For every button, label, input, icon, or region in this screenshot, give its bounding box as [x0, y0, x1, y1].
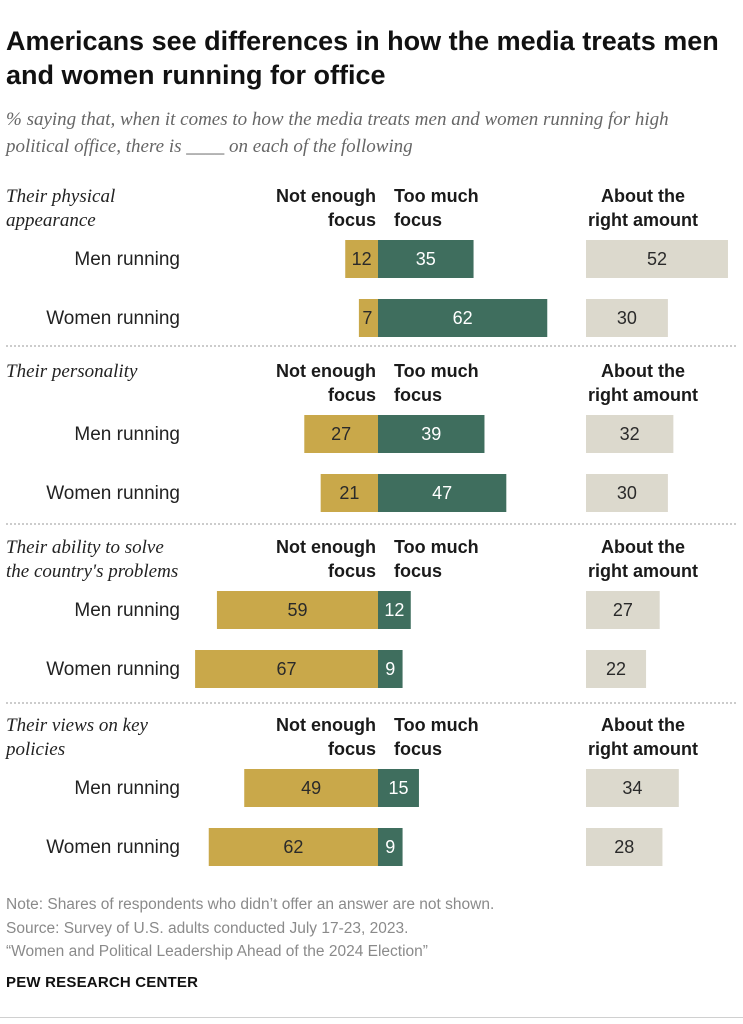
value-not-enough: 21 [339, 483, 359, 503]
bar-not-enough [208, 828, 378, 866]
row-label: Men running [74, 249, 180, 270]
row-label: Women running [46, 308, 180, 329]
value-about-right: 27 [613, 600, 633, 620]
value-too-much: 15 [388, 778, 408, 798]
bar-not-enough [304, 415, 378, 453]
value-too-much: 47 [432, 483, 452, 503]
bar-about-right [586, 474, 668, 512]
header-too-much: focus [394, 385, 442, 405]
bar-not-enough [320, 474, 378, 512]
value-about-right: 52 [647, 249, 667, 269]
value-not-enough: 7 [362, 308, 372, 328]
bar-about-right [586, 240, 728, 278]
bar-too-much [378, 474, 507, 512]
bar-about-right [586, 828, 663, 866]
bar-not-enough [358, 299, 378, 337]
value-too-much: 12 [384, 600, 404, 620]
header-about-right: About the [601, 715, 685, 735]
value-about-right: 22 [606, 659, 626, 679]
group-label: Their ability to solve [6, 537, 164, 558]
value-not-enough: 12 [352, 249, 372, 269]
bar-about-right [586, 769, 679, 807]
value-not-enough: 49 [301, 778, 321, 798]
bar-too-much [378, 828, 403, 866]
value-too-much: 35 [416, 249, 436, 269]
row-label: Women running [46, 837, 180, 858]
value-not-enough: 59 [287, 600, 307, 620]
header-too-much: focus [394, 561, 442, 581]
bar-not-enough [216, 591, 378, 629]
source-text: Source: Survey of U.S. adults conducted … [6, 919, 409, 937]
footer-logo-text: PEW RESEARCH CENTER [6, 974, 199, 991]
note-text: Note: Shares of respondents who didn’t o… [6, 896, 495, 913]
header-about-right: About the [601, 186, 685, 206]
value-too-much: 62 [453, 308, 473, 328]
header-not-enough: Not enough [276, 361, 376, 381]
group-label: Their views on key [6, 715, 149, 736]
header-too-much: Too much [394, 186, 479, 206]
value-too-much: 9 [385, 659, 395, 679]
header-too-much: Too much [394, 715, 479, 735]
value-about-right: 28 [614, 837, 634, 857]
header-not-enough: Not enough [276, 186, 376, 206]
row-label: Men running [74, 778, 180, 799]
chart-subtitle: % saying that, when it comes to how the … [6, 109, 669, 157]
bar-about-right [586, 299, 668, 337]
bar-too-much [378, 591, 411, 629]
bar-about-right [586, 591, 660, 629]
header-about-right: About the [601, 537, 685, 557]
bar-too-much [378, 415, 485, 453]
bar-too-much [378, 769, 419, 807]
report-title: “Women and Political Leadership Ahead of… [6, 943, 428, 960]
value-too-much: 9 [385, 837, 395, 857]
bar-not-enough [195, 650, 378, 688]
value-too-much: 39 [421, 424, 441, 444]
chart-title: Americans see differences in how the med… [6, 26, 719, 90]
bar-too-much [378, 650, 403, 688]
row-label: Men running [74, 424, 180, 445]
header-about-right: About the [601, 361, 685, 381]
header-not-enough: focus [328, 210, 376, 230]
diverging-bar-chart: Their physical appearance Not enough focus T… [4, 186, 737, 866]
group-label: the country's problems [6, 561, 178, 582]
group-label: Their personality [6, 361, 138, 382]
group-label: appearance [6, 210, 96, 231]
bar-not-enough [345, 240, 378, 278]
header-about-right: right amount [588, 561, 698, 581]
value-about-right: 30 [617, 308, 637, 328]
value-about-right: 32 [620, 424, 640, 444]
notes: Note: Shares of respondents who didn’t o… [6, 893, 494, 964]
value-not-enough: 27 [331, 424, 351, 444]
header-not-enough: focus [328, 561, 376, 581]
footer-divider [0, 1017, 743, 1018]
header-not-enough: Not enough [276, 715, 376, 735]
value-about-right: 34 [622, 778, 642, 798]
row-label: Men running [74, 600, 180, 621]
bar-about-right [586, 415, 674, 453]
bar-too-much [378, 299, 548, 337]
row-label: Women running [46, 483, 180, 504]
group-label: Their physical [6, 186, 115, 207]
value-not-enough: 67 [277, 659, 297, 679]
value-not-enough: 62 [283, 837, 303, 857]
bar-too-much [378, 240, 474, 278]
header-too-much: Too much [394, 361, 479, 381]
header-not-enough: Not enough [276, 537, 376, 557]
row-label: Women running [46, 659, 180, 680]
group-label: policies [4, 739, 65, 760]
header-about-right: right amount [588, 210, 698, 230]
header-too-much: focus [394, 210, 442, 230]
header-too-much: focus [394, 739, 442, 759]
header-too-much: Too much [394, 537, 479, 557]
header-not-enough: focus [328, 385, 376, 405]
bar-about-right [586, 650, 647, 688]
header-about-right: right amount [588, 739, 698, 759]
bar-not-enough [244, 769, 378, 807]
value-about-right: 30 [617, 483, 637, 503]
header-about-right: right amount [588, 385, 698, 405]
header-not-enough: focus [328, 739, 376, 759]
